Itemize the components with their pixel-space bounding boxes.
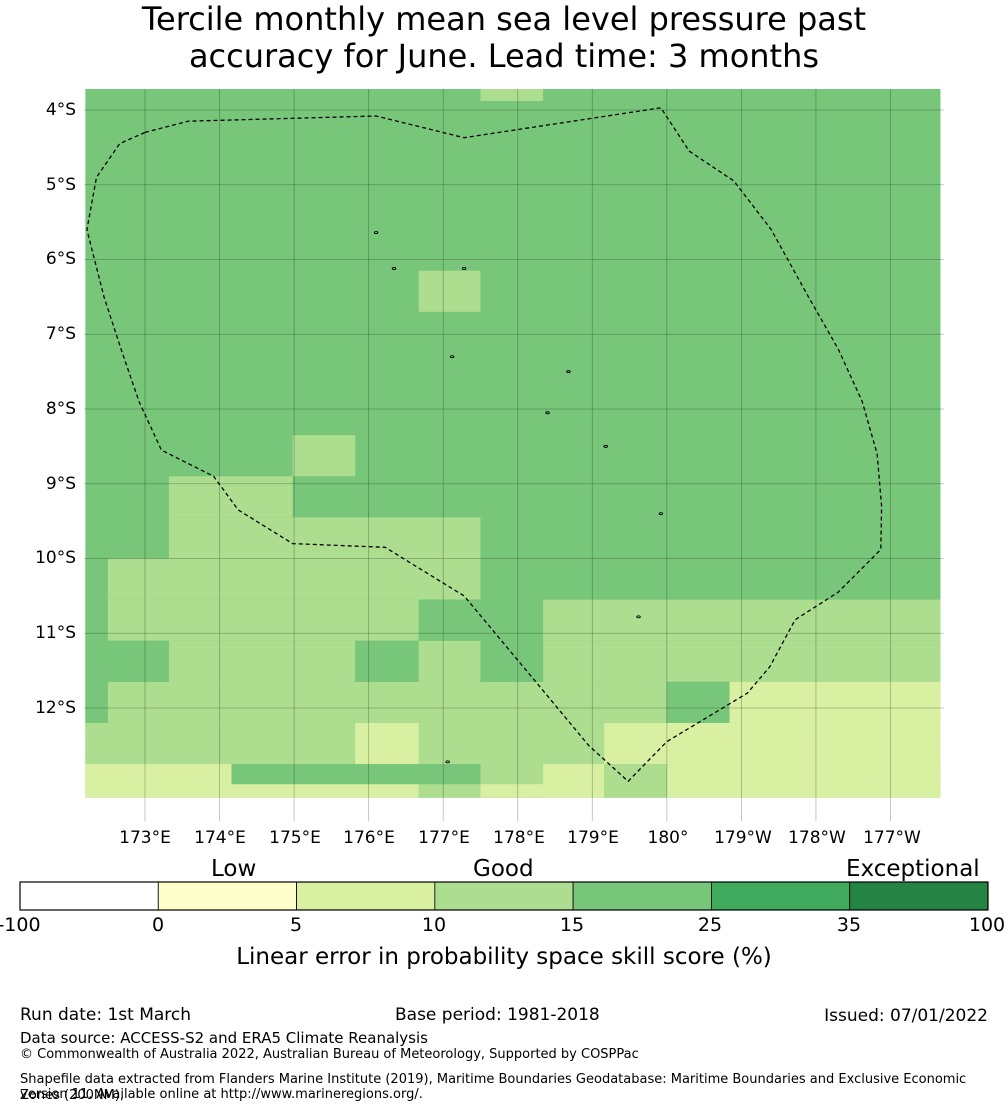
skill-grid-cell: [85, 764, 232, 798]
colorbar-tick-label: 25: [697, 914, 723, 936]
run-date: Run date: 1st March: [20, 1005, 192, 1025]
colorbar-bin: [849, 881, 989, 911]
skill-grid-cell: [418, 784, 481, 798]
skill-grid-cell: [543, 640, 941, 682]
skill-grid-cell: [355, 722, 419, 765]
lat-label-8s: 8°S: [45, 399, 76, 419]
copyright-notice: © Commonwealth of Australia 2022, Austra…: [20, 1047, 639, 1062]
skill-grid-cell: [418, 599, 481, 641]
skill-grid-cell: [107, 640, 169, 682]
chart-title-line-2: accuracy for June. Lead time: 3 months: [188, 37, 820, 75]
lat-label-11s: 11°S: [35, 623, 76, 643]
lat-label-12s: 12°S: [35, 698, 76, 718]
island-outline: [545, 411, 550, 415]
eez-boundary-line: [86, 107, 883, 783]
colorbar-bin: [572, 881, 712, 911]
lat-label-10s: 10°S: [35, 548, 76, 568]
base-period: Base period: 1981-2018: [395, 1005, 600, 1025]
shapefile-credit-line-1: Shapefile data extracted from Flanders M…: [20, 1072, 967, 1103]
colorbar-bin: [296, 881, 436, 911]
colorbar-bin: [434, 881, 574, 911]
colorbar-tick-label: 0: [151, 914, 165, 936]
colorbar-bin: [711, 881, 851, 911]
skill-grid-cell: [292, 435, 356, 477]
chart-title-line-1: Tercile monthly mean sea level pressure …: [141, 0, 867, 38]
skill-grid-cell: [604, 764, 667, 798]
skill-grid-cell: [418, 640, 481, 682]
skill-grid-cell: [355, 640, 419, 682]
colorbar-frame: [19, 881, 989, 911]
skill-grid-cell: [604, 722, 941, 765]
skill-grid-cell: [107, 599, 419, 641]
skill-grid-cell: [480, 640, 544, 682]
skill-grid-cell: [168, 476, 293, 518]
lon-label-177w: 177°W: [863, 828, 921, 848]
category-low-label: Low: [211, 856, 257, 882]
lon-label-178w: 178°W: [788, 828, 846, 848]
colorbar-bin: [157, 881, 297, 911]
skill-grid-cell: [231, 784, 419, 798]
lon-label-174e: 174°E: [194, 828, 246, 848]
skill-grid-cell: [168, 640, 356, 682]
lat-label-5s: 5°S: [45, 175, 76, 195]
island-outline: [461, 267, 467, 270]
data-source: Data source: ACCESS-S2 and ERA5 Climate …: [20, 1029, 428, 1047]
skill-grid-cell: [480, 784, 544, 798]
colorbar-tick-label: 5: [289, 914, 303, 936]
category-exceptional-label: Exceptional: [846, 856, 980, 882]
island-outline: [636, 615, 641, 619]
colorbar-tick-label: 35: [836, 914, 862, 936]
colorbar-bin: [19, 881, 159, 911]
island-outline: [603, 444, 608, 448]
island-outline: [658, 512, 664, 516]
lon-label-179w: 179°W: [714, 828, 772, 848]
lon-label-177e: 177°E: [418, 828, 470, 848]
island-outline: [445, 760, 450, 764]
island-outline: [373, 231, 379, 235]
skill-grid-cell: [666, 764, 941, 798]
skill-grid-cell: [729, 681, 941, 723]
skill-grid-cell: [666, 681, 730, 723]
colorbar-tick-label: -100: [0, 914, 41, 936]
lon-label-178e: 178°E: [493, 828, 545, 848]
skill-grid-cell: [107, 681, 667, 723]
skill-grid-cell: [168, 517, 481, 559]
lon-label-175e: 175°E: [269, 828, 321, 848]
island-outline: [566, 370, 571, 374]
colorbar-tick-label: 15: [559, 914, 585, 936]
colorbar-title: Linear error in probability space skill …: [236, 944, 772, 970]
lon-label-180: 180°: [647, 828, 689, 848]
lat-label-4s: 4°S: [45, 100, 76, 120]
lat-label-9s: 9°S: [45, 474, 76, 494]
skill-grid-cell: [480, 89, 544, 102]
skill-grid-cell: [418, 270, 481, 312]
lat-label-6s: 6°S: [45, 249, 76, 269]
lat-label-7s: 7°S: [45, 324, 76, 344]
skill-grid-cell: [85, 558, 108, 723]
shapefile-credit-line-2: version 11. Available online at http://w…: [20, 1087, 423, 1102]
issued-date: Issued: 07/01/2022: [824, 1006, 988, 1026]
skill-grid-cell: [107, 558, 481, 600]
lon-label-176e: 176°E: [343, 828, 395, 848]
skill-grid-cell: [543, 599, 941, 641]
skill-grid-cell: [543, 764, 605, 798]
category-good-label: Good: [473, 856, 534, 882]
lon-label-173e: 173°E: [119, 828, 171, 848]
colorbar-tick-label: 100: [968, 914, 1006, 936]
colorbar-tick-label: 10: [421, 914, 447, 936]
island-outline: [449, 355, 455, 359]
lon-label-179e: 179°E: [567, 828, 619, 848]
island-outline: [391, 267, 397, 270]
